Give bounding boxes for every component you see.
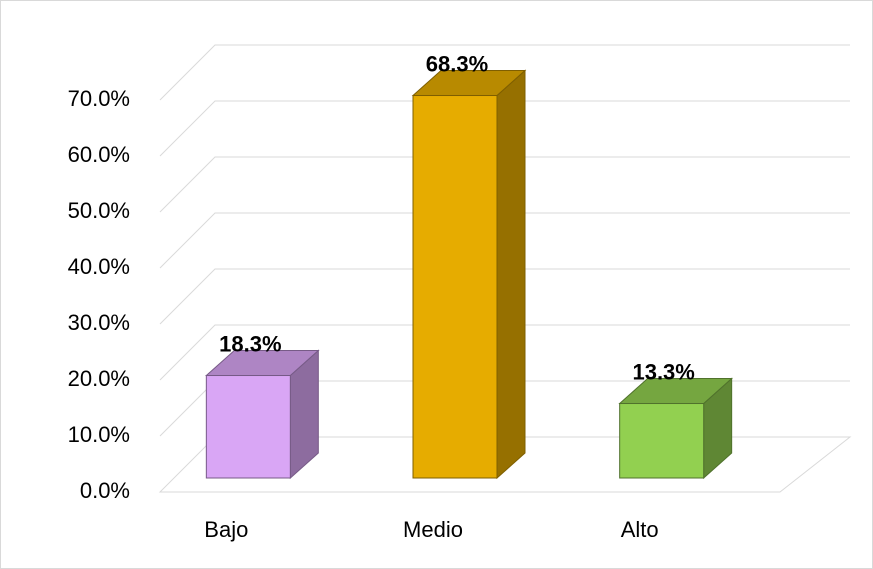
floor [158, 436, 852, 493]
y-tick-label: 50.0% [68, 198, 130, 223]
value-label: 18.3% [219, 331, 281, 356]
bar [412, 95, 498, 479]
y-tick-label: 40.0% [68, 254, 130, 279]
grid-line [159, 324, 850, 381]
bar [619, 403, 705, 479]
grid-line [159, 156, 850, 213]
x-tick-label: Medio [403, 517, 463, 542]
grid-line [159, 212, 850, 269]
y-tick-label: 10.0% [68, 422, 130, 447]
y-tick-label: 70.0% [68, 86, 130, 111]
value-label: 13.3% [632, 359, 694, 384]
bar-side [496, 69, 526, 480]
value-label: 68.3% [426, 51, 488, 76]
x-tick-label: Alto [621, 517, 659, 542]
grid-line [159, 100, 850, 157]
y-tick-label: 0.0% [80, 478, 130, 503]
grid-line [159, 44, 850, 101]
bar [205, 375, 291, 479]
y-tick-label: 30.0% [68, 310, 130, 335]
x-tick-label: Bajo [204, 517, 248, 542]
y-tick-label: 20.0% [68, 366, 130, 391]
grid-line [159, 268, 850, 325]
y-tick-label: 60.0% [68, 142, 130, 167]
